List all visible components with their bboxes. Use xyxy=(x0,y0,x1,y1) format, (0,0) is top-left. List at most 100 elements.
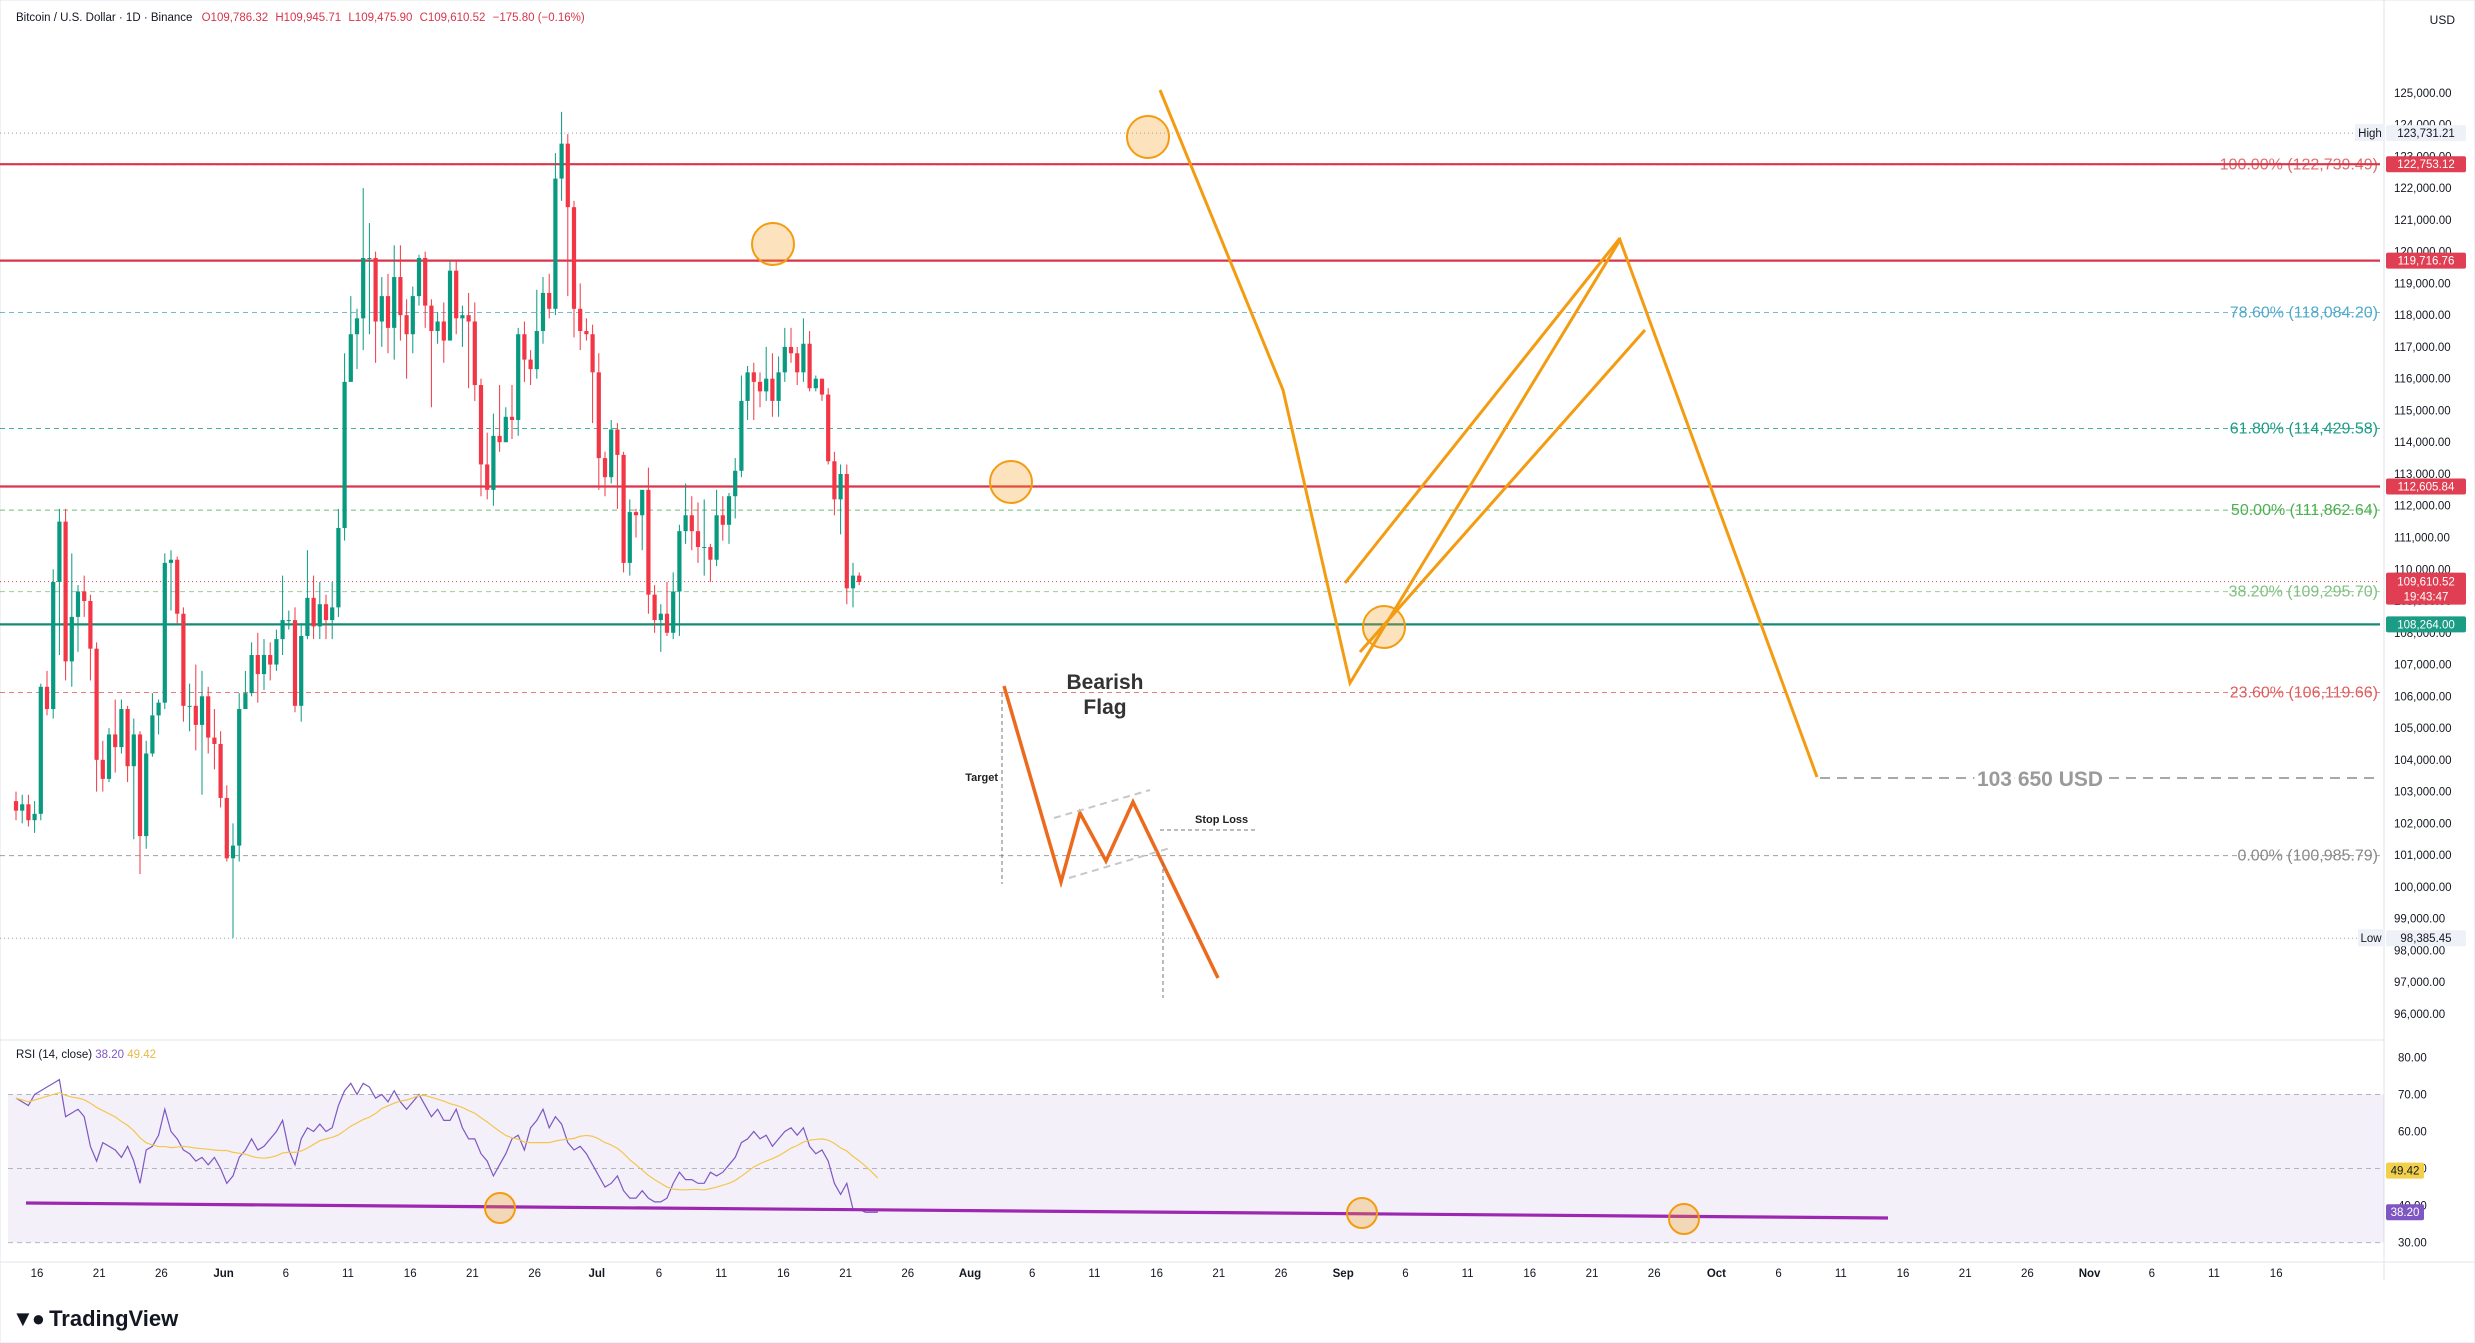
candle-body xyxy=(745,372,750,401)
highlight-circle xyxy=(1126,115,1170,159)
bearish-flag-title: Bearish xyxy=(1066,671,1143,694)
candle-body xyxy=(547,292,552,309)
time-tick-label: 16 xyxy=(404,1268,417,1280)
candle-body xyxy=(119,709,124,748)
candle-body xyxy=(243,693,248,710)
time-tick-label: 11 xyxy=(342,1268,354,1280)
time-tick-label: Jul xyxy=(588,1268,605,1280)
support-badge: 108,264.00 xyxy=(2397,619,2455,631)
price-tick-label: 97,000.00 xyxy=(2394,977,2445,989)
high-tag-bg xyxy=(2355,124,2385,142)
candle-body xyxy=(764,378,769,392)
time-tick-label: Aug xyxy=(959,1268,981,1280)
bar-countdown: 19:43:47 xyxy=(2404,592,2449,604)
target-price-label: 103 650 USD xyxy=(1977,768,2103,791)
candle-body xyxy=(261,655,267,675)
price-tick-label: 104,000.00 xyxy=(2394,755,2452,767)
highlight-circle xyxy=(989,460,1033,504)
time-tick-label: 26 xyxy=(155,1268,168,1280)
candle-body xyxy=(441,321,446,341)
time-tick-label: 11 xyxy=(1462,1268,1474,1280)
target-label: Target xyxy=(965,772,998,784)
price-tick-label: 122,000.00 xyxy=(2394,183,2452,195)
candle-body xyxy=(596,372,601,459)
candle-body xyxy=(658,613,663,621)
candle-body xyxy=(20,804,25,811)
rsi-line xyxy=(15,1078,878,1213)
current-price-badge-bg xyxy=(2386,572,2466,605)
candles-group xyxy=(13,111,862,938)
candle-body xyxy=(106,734,112,779)
rsi-tick-label: 70.00 xyxy=(2398,1089,2427,1101)
channel-upper-line xyxy=(1343,237,1622,584)
candle-body xyxy=(249,655,254,694)
candle-body xyxy=(497,435,502,443)
fib-level-label: 61.80% (114,429.58) xyxy=(2230,421,2378,438)
price-tick-label: 112,000.00 xyxy=(2394,501,2451,513)
price-tick-label: 106,000.00 xyxy=(2394,691,2452,703)
rsi-ma-line xyxy=(15,1091,879,1191)
rsi-ma-badge-bg xyxy=(2386,1162,2424,1179)
candle-body xyxy=(633,512,639,516)
candle-body xyxy=(447,270,453,341)
candle-body xyxy=(162,562,167,703)
time-tick-label: 11 xyxy=(715,1268,727,1280)
rsi-badge-bg xyxy=(2386,1204,2424,1221)
candle-body xyxy=(131,734,136,767)
candle-body xyxy=(330,607,335,621)
resistance-badge-bg xyxy=(2386,156,2466,173)
time-tick-label: 11 xyxy=(1088,1268,1100,1280)
candle-body xyxy=(354,318,360,335)
ohlc-open: O109,786.32 xyxy=(201,12,269,24)
price-tick-label: 100,000.00 xyxy=(2394,882,2452,894)
candle-body xyxy=(82,591,87,602)
time-tick-label: 6 xyxy=(2149,1268,2155,1280)
fib-level-label: 78.60% (118,084.20) xyxy=(2230,304,2378,321)
time-tick-label: 6 xyxy=(1402,1268,1408,1280)
candle-body xyxy=(726,496,732,525)
candle-body xyxy=(292,620,298,706)
candle-body xyxy=(534,331,539,370)
candle-body xyxy=(757,381,763,392)
candle-body xyxy=(826,394,831,462)
candle-body xyxy=(720,515,725,525)
time-tick-label: 6 xyxy=(656,1268,662,1280)
rsi-tick-label: 80.00 xyxy=(2398,1052,2427,1064)
candle-body xyxy=(26,804,31,821)
rsi-highlight-circle xyxy=(1346,1197,1378,1229)
price-tick-label: 103,000.00 xyxy=(2394,787,2452,799)
time-tick-label: 6 xyxy=(1029,1268,1035,1280)
resistance-badge: 112,605.84 xyxy=(2398,481,2455,493)
candle-body xyxy=(348,334,353,382)
fib-level-label: 0.00% (100,985.79) xyxy=(2237,848,2378,865)
candle-body xyxy=(646,489,651,595)
time-tick-label: Jun xyxy=(213,1268,233,1280)
stop-loss-label: Stop Loss xyxy=(1195,814,1248,826)
resistance-badge: 119,716.76 xyxy=(2398,256,2455,268)
time-tick-label: 16 xyxy=(777,1268,790,1280)
price-tick-label: 96,000.00 xyxy=(2394,1009,2445,1021)
candle-body xyxy=(268,655,273,665)
candle-body xyxy=(733,470,738,497)
candle-body xyxy=(175,559,180,614)
candle-body xyxy=(695,531,701,548)
candle-body xyxy=(323,604,329,621)
low-tag-bg xyxy=(2358,929,2385,947)
symbol-title[interactable]: Bitcoin / U.S. Dollar · 1D · Binance xyxy=(16,12,193,24)
rsi-title[interactable]: RSI (14, close) xyxy=(16,1049,93,1061)
candle-body xyxy=(373,257,378,322)
candle-body xyxy=(255,655,260,675)
candle-body xyxy=(44,686,50,710)
candle-body xyxy=(702,547,707,549)
support-badge-bg xyxy=(2386,616,2466,633)
candle-body xyxy=(782,346,787,373)
tradingview-logo[interactable]: ▼● TradingView xyxy=(12,1306,178,1332)
candle-body xyxy=(51,581,56,710)
candle-body xyxy=(274,639,279,665)
time-tick-label: 16 xyxy=(1523,1268,1536,1280)
time-tick-label: 26 xyxy=(901,1268,914,1280)
candle-body xyxy=(584,331,589,335)
candle-body xyxy=(125,709,130,767)
currency-label[interactable]: USD xyxy=(2429,13,2455,27)
